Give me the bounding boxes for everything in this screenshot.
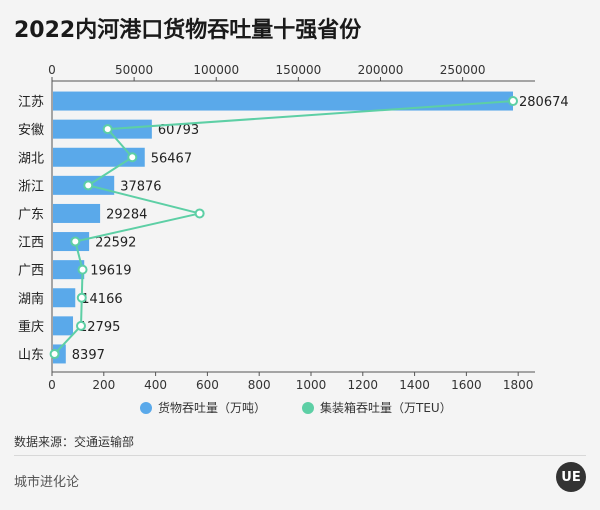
top-axis-tick-label: 150000 [275, 63, 321, 77]
category-label: 山东 [18, 348, 44, 363]
top-axis-tick-label: 100000 [193, 63, 239, 77]
container-throughput-line [53, 100, 514, 355]
bar [53, 288, 76, 308]
category-label: 湖南 [18, 291, 44, 307]
legend-line-label: 集装箱吞吐量（万TEU） [320, 401, 452, 415]
bottom-axis-tick-label: 1400 [399, 378, 430, 392]
line-point [76, 292, 87, 303]
legend-item-line[interactable]: 集装箱吞吐量（万TEU） [302, 399, 452, 416]
category-label: 浙江 [18, 179, 44, 194]
bar-value-label: 60793 [158, 123, 199, 138]
legend-bar-swatch [140, 401, 152, 414]
chart-legend: 货物吞吐量（万吨） 集装箱吞吐量（万TEU） [140, 399, 452, 416]
category-label: 江苏 [18, 94, 44, 110]
bar-value-label: 37876 [120, 179, 161, 194]
bar-value-label: 56467 [151, 151, 192, 166]
bar-value-label: 14166 [81, 292, 122, 307]
bottom-axis-tick-label: 600 [196, 378, 219, 392]
bar-value-label: 12795 [79, 320, 120, 335]
bar-value-label: 29284 [106, 207, 147, 222]
line-point [194, 208, 205, 219]
line-point [127, 152, 138, 163]
bar [53, 119, 152, 139]
category-label: 江西 [18, 236, 44, 251]
bar [53, 260, 85, 280]
line-point [49, 348, 60, 359]
bottom-axis-tick-label: 1000 [296, 378, 327, 392]
bar-value-label: 8397 [72, 348, 105, 363]
top-axis-tick-label: 50000 [115, 63, 153, 77]
dual-axis-bar-line-chart: 0 50000 100000 150000 200000 250000 0 200 400 600… [18, 63, 569, 392]
category-label: 广东 [18, 207, 44, 222]
line-point [102, 124, 113, 135]
bottom-axis-tick-label: 1800 [503, 378, 534, 392]
bar-value-label: 19619 [90, 264, 131, 279]
legend-item-bar[interactable]: 货物吞吐量（万吨） [140, 399, 266, 416]
bottom-axis-tick-label: 800 [248, 378, 271, 392]
bar-value-label: 22592 [95, 236, 136, 251]
bar [53, 91, 513, 111]
category-label: 湖北 [18, 151, 44, 166]
legend-bar-label: 货物吞吐量（万吨） [158, 401, 267, 415]
chart-title: 2022内河港口货物吞吐量十强省份 [14, 18, 362, 43]
bar [53, 316, 74, 336]
bottom-axis-tick-label: 400 [144, 378, 167, 392]
footer-divider [14, 455, 586, 456]
line-point [76, 320, 87, 331]
top-axis-tick-label: 200000 [358, 63, 404, 77]
category-label: 重庆 [18, 319, 44, 335]
line-point [83, 180, 94, 191]
brand-logo: UE [556, 462, 586, 492]
top-axis-tick-label: 0 [48, 63, 56, 77]
bottom-axis-tick-label: 200 [92, 378, 115, 392]
bar [53, 147, 145, 167]
line-point [70, 236, 81, 247]
top-axis-tick-label: 250000 [440, 63, 486, 77]
data-source: 数据来源：交通运输部 [14, 435, 135, 449]
category-label: 安徽 [18, 123, 44, 138]
bar-value-label: 280674 [519, 95, 569, 110]
brand-name: 城市进化论 [14, 475, 80, 490]
bottom-axis-tick-label: 1200 [348, 378, 379, 392]
bottom-axis-tick-label: 0 [48, 378, 56, 392]
legend-line-swatch [302, 401, 315, 414]
category-label: 广西 [18, 264, 44, 279]
line-point [77, 264, 88, 275]
bottom-axis-tick-label: 1600 [451, 378, 482, 392]
line-point [508, 96, 518, 107]
bar [53, 203, 101, 223]
